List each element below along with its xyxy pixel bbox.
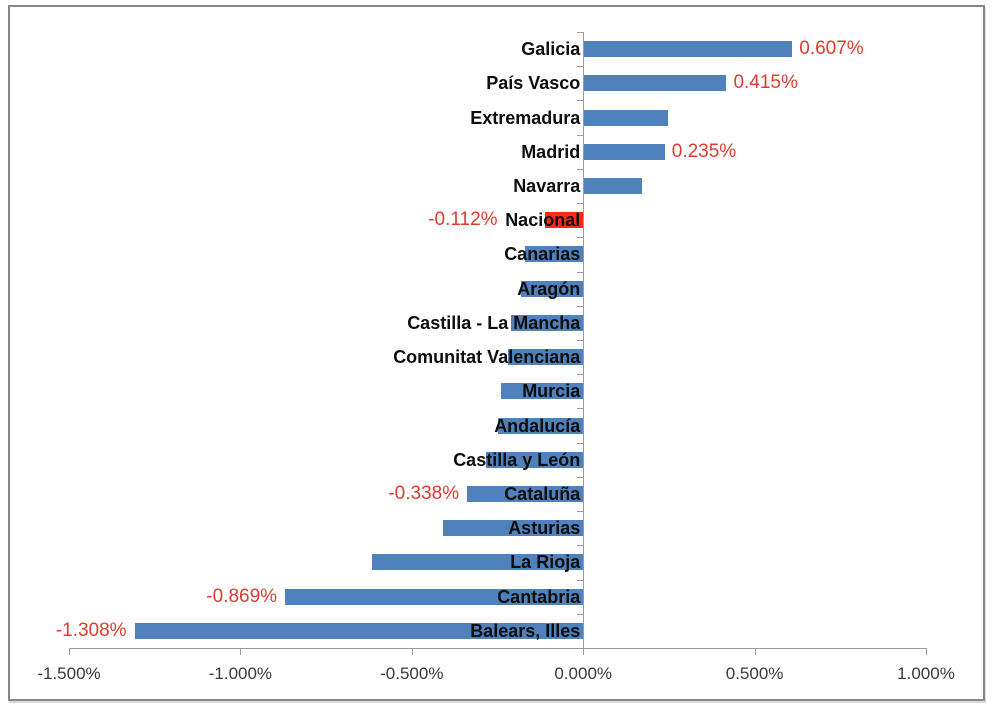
category-label: Aragón <box>517 278 581 299</box>
data-label: 0.415% <box>733 72 798 94</box>
category-label: La Rioja <box>510 552 581 573</box>
x-tick-label: 0.500% <box>725 664 784 683</box>
data-label: 0.607% <box>799 38 864 60</box>
y-axis-tick <box>577 168 584 170</box>
x-axis-tick <box>583 648 585 655</box>
category-label: País Vasco <box>486 73 581 94</box>
bar <box>467 486 584 502</box>
y-axis-tick <box>577 305 584 307</box>
y-axis-line <box>583 32 585 648</box>
category-label: Galicia <box>521 39 581 60</box>
y-axis-tick <box>577 271 584 273</box>
chart-frame <box>8 5 985 701</box>
data-label: -0.338% <box>388 483 460 504</box>
x-axis-line <box>69 648 926 649</box>
category-label: Cataluña <box>504 484 581 504</box>
x-axis-tick <box>411 648 413 655</box>
category-label: Nacional <box>505 210 581 231</box>
x-tick-label: -0.500% <box>380 664 444 683</box>
category-label: Andalucía <box>494 415 581 436</box>
y-axis-tick <box>577 442 584 444</box>
category-label: Comunitat Valenciana <box>393 347 581 368</box>
bar <box>497 417 584 434</box>
data-label: 0.235% <box>671 140 737 162</box>
y-axis-tick <box>577 613 584 615</box>
y-axis-tick <box>577 579 584 581</box>
bar <box>485 451 584 468</box>
data-label: -0.869% <box>206 585 278 607</box>
bar <box>584 75 727 92</box>
category-label: Cantabria <box>497 586 581 607</box>
y-axis-tick <box>577 203 584 205</box>
category-label: Asturias <box>508 518 581 539</box>
category-label: Castilla - La Mancha <box>407 312 581 333</box>
y-axis-tick <box>577 545 584 547</box>
y-axis-tick <box>577 134 584 136</box>
y-axis-tick <box>577 408 584 410</box>
category-label: Balears, Illes <box>470 620 581 641</box>
x-axis-tick <box>754 648 756 655</box>
category-label: Castilla y León <box>453 449 581 470</box>
bar <box>521 280 584 297</box>
x-tick-label: -1.500% <box>37 664 101 683</box>
bar <box>524 246 584 263</box>
bar <box>442 520 584 537</box>
bar <box>584 143 665 160</box>
y-axis-tick <box>577 648 584 649</box>
bar <box>584 109 669 126</box>
bar <box>134 622 584 639</box>
bar <box>507 349 584 366</box>
category-label: Canarias <box>504 244 581 265</box>
bar <box>511 314 584 331</box>
y-axis-tick <box>577 476 584 478</box>
bar <box>372 554 584 571</box>
y-axis-tick <box>577 100 584 102</box>
y-axis-tick <box>577 511 584 513</box>
category-label: Navarra <box>513 176 581 196</box>
bar <box>285 588 584 605</box>
category-label: Madrid <box>521 141 581 162</box>
bar <box>584 41 793 58</box>
category-label: Extremadura <box>470 107 581 128</box>
x-axis-tick <box>69 648 70 655</box>
data-label: -1.308% <box>55 619 127 641</box>
y-axis-tick <box>577 374 584 376</box>
data-label: -0.112% <box>428 209 498 231</box>
y-axis-tick <box>577 66 584 68</box>
bar <box>544 212 584 229</box>
y-axis-tick <box>577 32 584 33</box>
x-tick-label: 0.000% <box>554 664 613 683</box>
y-axis-tick <box>577 340 584 341</box>
y-axis-tick <box>577 237 584 239</box>
x-axis-tick <box>926 648 927 655</box>
x-tick-label: 1.000% <box>897 664 955 683</box>
x-axis-tick <box>240 648 242 655</box>
bar <box>584 178 643 194</box>
bar <box>500 383 584 400</box>
x-tick-label: -1.000% <box>208 664 273 683</box>
category-label: Murcia <box>522 381 581 402</box>
